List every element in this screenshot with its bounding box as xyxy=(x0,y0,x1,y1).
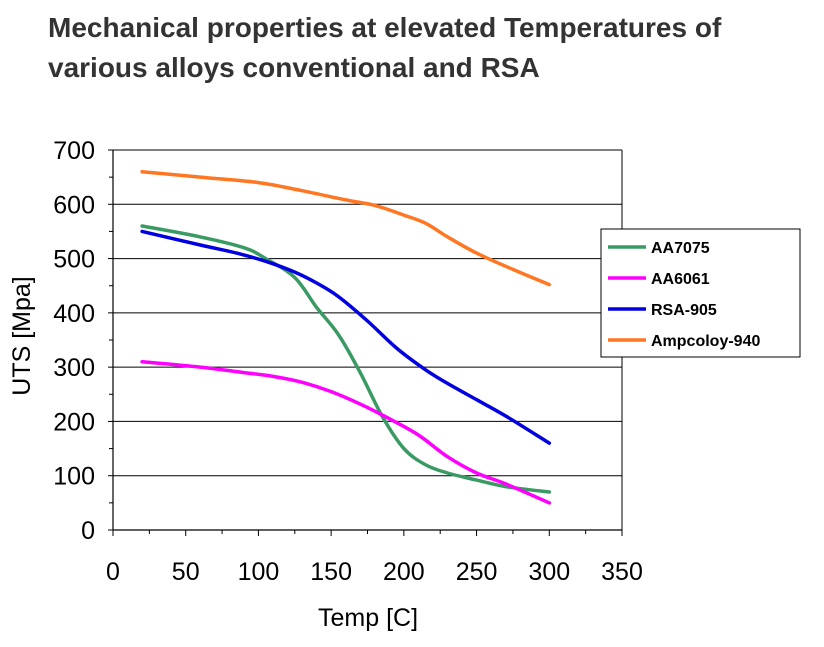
y-tick-label: 100 xyxy=(53,463,95,491)
y-tick-label: 300 xyxy=(53,354,95,382)
x-tick-label: 50 xyxy=(172,558,200,586)
series-line-rsa-905 xyxy=(140,229,552,445)
x-tick-label: 150 xyxy=(310,558,352,586)
series-line-aa7075 xyxy=(140,224,552,494)
chart-title: Mechanical properties at elevated Temper… xyxy=(48,12,722,83)
y-tick-label: 600 xyxy=(53,191,95,219)
legend-label: Ampcoloy-940 xyxy=(651,333,760,350)
y-tick-label: 700 xyxy=(53,137,95,165)
y-tick-label: 200 xyxy=(53,408,95,436)
legend-box xyxy=(600,228,801,358)
y-tick-label: 400 xyxy=(53,300,95,328)
series-line-aa6061 xyxy=(140,359,552,505)
y-tick-label: 500 xyxy=(53,246,95,274)
x-tick-label: 0 xyxy=(106,558,120,586)
x-tick-label: 350 xyxy=(601,558,643,586)
x-tick-label: 100 xyxy=(238,558,280,586)
legend-label: AA7075 xyxy=(651,240,710,257)
x-tick-label: 200 xyxy=(383,558,425,586)
legend-label: AA6061 xyxy=(651,271,710,288)
x-axis-label: Temp [C] xyxy=(318,604,418,632)
legend-label: RSA-905 xyxy=(651,302,717,319)
y-axis-label: UTS [Mpa] xyxy=(8,276,36,395)
x-tick-label: 300 xyxy=(528,558,570,586)
series-line-ampcoloy-940 xyxy=(140,169,552,287)
plot-area xyxy=(113,150,622,530)
y-tick-label: 0 xyxy=(81,517,95,545)
x-tick-label: 250 xyxy=(456,558,498,586)
